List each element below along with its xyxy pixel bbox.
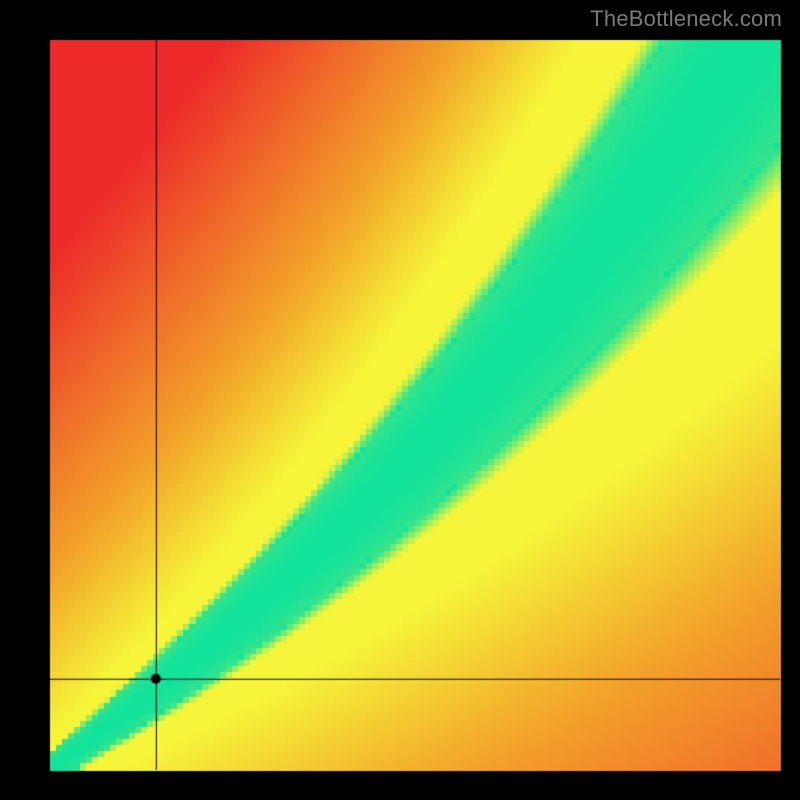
bottleneck-heatmap [0,0,800,800]
watermark-text: TheBottleneck.com [590,6,782,32]
